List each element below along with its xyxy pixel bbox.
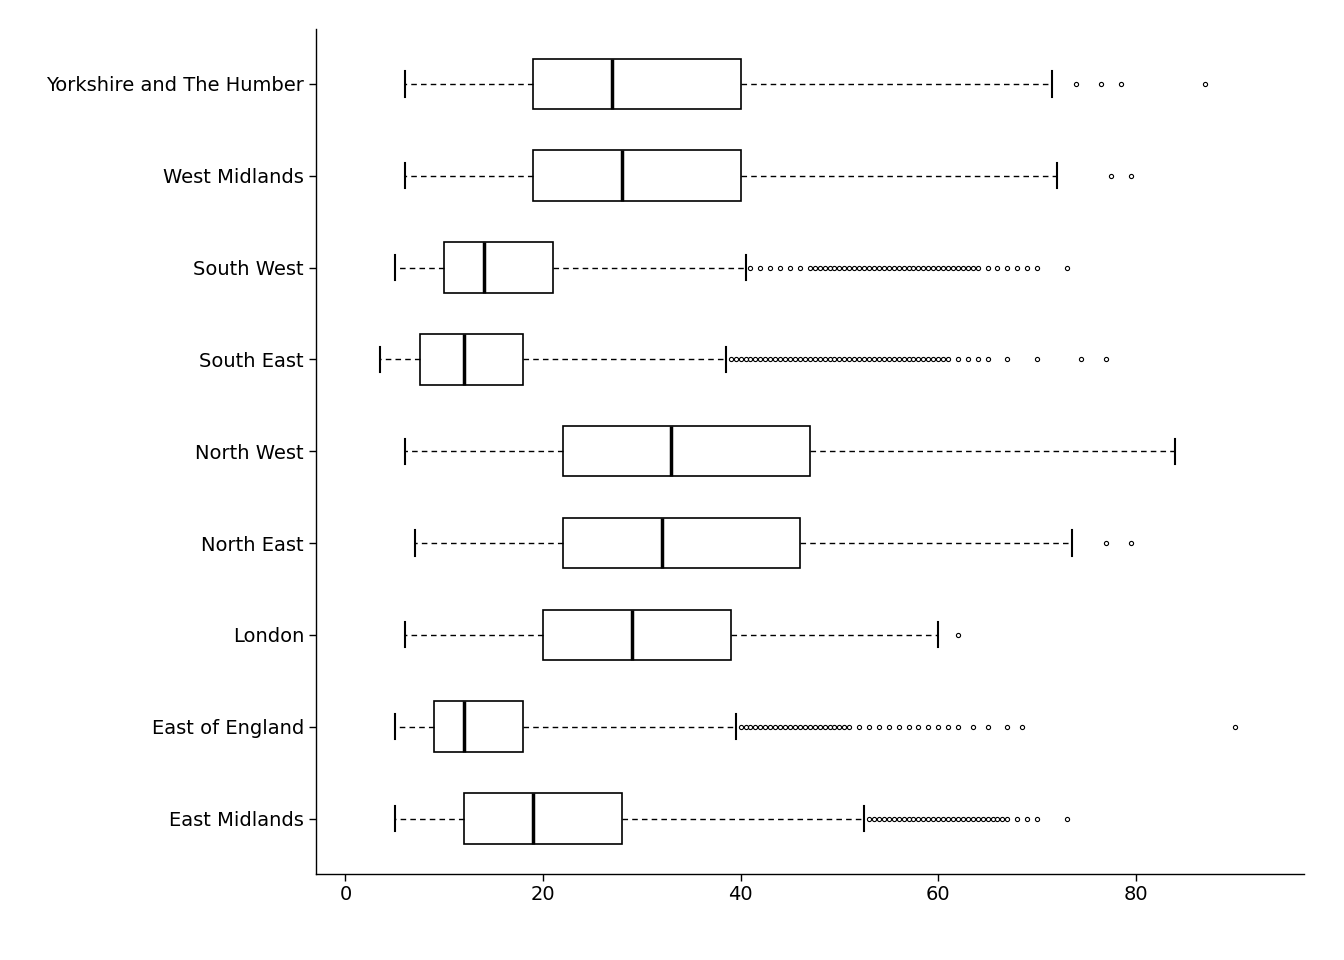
PathPatch shape <box>419 334 523 385</box>
PathPatch shape <box>563 517 800 568</box>
PathPatch shape <box>434 702 523 752</box>
PathPatch shape <box>464 793 622 844</box>
PathPatch shape <box>445 242 552 293</box>
PathPatch shape <box>563 426 809 476</box>
PathPatch shape <box>543 610 731 660</box>
PathPatch shape <box>534 151 741 201</box>
PathPatch shape <box>534 59 741 109</box>
